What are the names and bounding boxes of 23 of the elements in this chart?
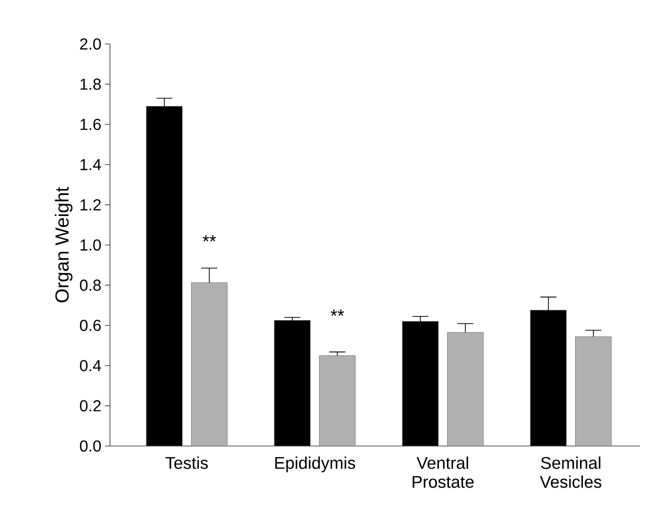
y-tick-label: 0.6 xyxy=(80,320,101,332)
y-tick-label: 1.4 xyxy=(80,159,102,170)
y-tick-label: 1.8 xyxy=(80,78,101,90)
x-tick-label: Epididymis xyxy=(275,456,356,472)
y-tick-label: 0.8 xyxy=(80,280,101,291)
annotation: ** xyxy=(202,235,216,242)
bar xyxy=(319,355,356,446)
y-tick-label: 1.2 xyxy=(80,199,101,210)
y-tick-label: 2.0 xyxy=(80,38,101,50)
y-tick-label: 0.2 xyxy=(80,400,101,412)
annotation: ** xyxy=(330,310,344,316)
x-tick-label: Ventral Prostate xyxy=(412,456,474,488)
y-tick-label: 0.4 xyxy=(80,360,102,372)
y-tick-label: 1.6 xyxy=(80,118,101,130)
bar xyxy=(191,282,228,446)
y-tick-label: 0.0 xyxy=(80,440,101,452)
bar xyxy=(447,332,484,446)
y-tick-label: 1.0 xyxy=(80,239,101,251)
bar xyxy=(575,336,612,446)
x-tick-label: Testis xyxy=(166,456,208,469)
bar xyxy=(274,320,311,446)
x-tick-label: Seminal Vesicles xyxy=(540,456,602,488)
y-axis-title: Organ Weight xyxy=(54,186,72,302)
